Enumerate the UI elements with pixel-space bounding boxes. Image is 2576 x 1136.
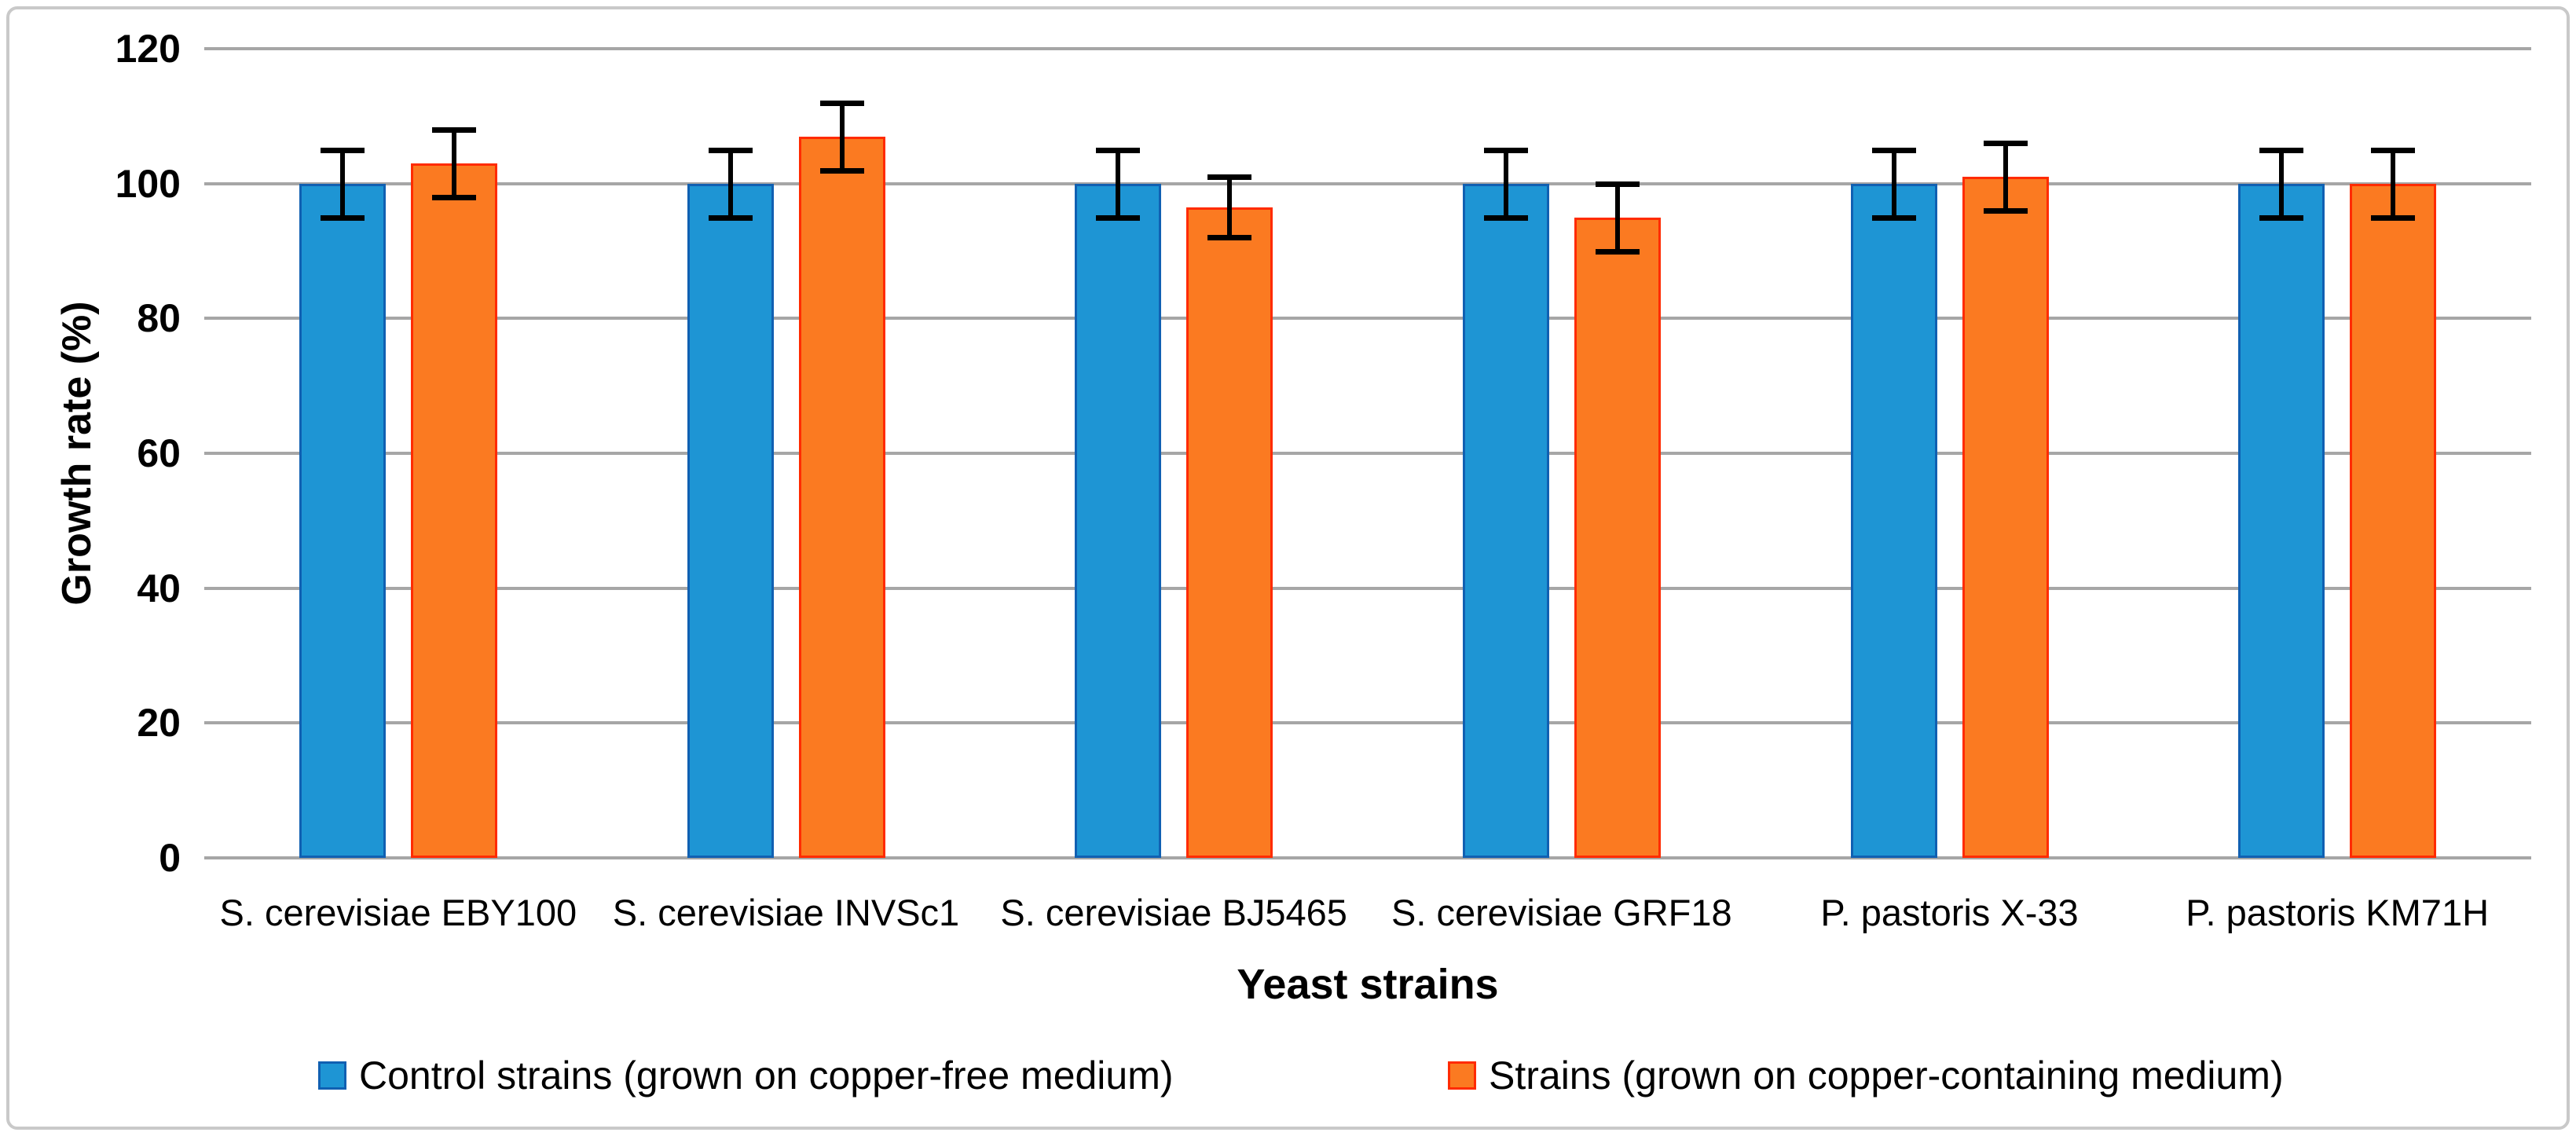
y-tick-label: 0 [159,836,181,880]
error-bar [1614,183,1620,251]
error-bar-cap [320,214,365,221]
error-bar-cap [1483,147,1528,153]
bar-control [1075,183,1162,858]
x-tick-label: S. cerevisiae EBY100 [219,892,577,933]
x-tick-label: P. pastoris X-33 [1820,892,2079,933]
bar-copper [798,136,885,858]
error-bar-cap [819,100,864,106]
bar-copper [1962,177,2049,858]
error-bar [451,130,456,197]
x-axis-title: Yeast strains [1237,961,1499,1008]
error-bar-cap [1871,147,1916,153]
error-bar-cap [1207,174,1252,181]
error-bar-cap [1871,214,1916,221]
x-tick-label: P. pastoris KM71H [2186,892,2490,933]
y-tick-label: 40 [137,566,181,610]
bar-copper [410,163,497,858]
legend-item-control: Control strains (grown on copper-free me… [318,1053,1174,1098]
bar-control [2238,183,2325,858]
bar-control [1462,183,1549,858]
x-tick-label: S. cerevisiae INVSc1 [612,892,960,933]
error-bar-cap [2371,147,2416,153]
y-tick-label: 120 [115,27,181,71]
y-tick-label: 100 [115,161,181,206]
error-bar-cap [1595,181,1640,187]
error-bar [839,102,845,170]
gridline [204,452,2531,455]
error-bar [339,149,345,218]
error-bar-cap [819,167,864,174]
legend-swatch [318,1061,346,1090]
error-bar-cap [1483,214,1528,221]
bar-copper [1574,217,1661,858]
gridline [204,47,2531,50]
error-bar-cap [431,194,476,200]
error-bar-cap [1595,248,1640,255]
error-bar [2279,149,2285,218]
bar-control [1850,183,1937,858]
error-bar-cap [1096,147,1141,153]
gridline [204,181,2531,185]
y-tick-label: 60 [137,431,181,475]
gridline [204,586,2531,590]
gridline [204,856,2531,859]
bar-control [687,183,774,858]
error-bar-cap [2371,214,2416,221]
error-bar [1503,149,1508,218]
error-bar-cap [2259,214,2304,221]
error-bar [2391,149,2396,218]
bar-control [299,183,386,858]
error-bar [1227,177,1233,238]
y-tick-label: 80 [137,296,181,341]
error-bar-cap [1096,214,1141,221]
error-bar [1116,149,1121,218]
y-tick-label: 20 [137,701,181,746]
y-axis-ticks: 0 20 40 60 80 100 120 [0,29,181,878]
error-bar-cap [320,147,365,153]
gridline [204,317,2531,321]
error-bar [1891,149,1896,218]
error-bar-cap [431,127,476,133]
x-tick-label: S. cerevisiae GRF18 [1391,892,1732,933]
gridline [204,721,2531,725]
plot-area: S. cerevisiae EBY100 S. cerevisiae INVSc1… [204,47,2531,933]
error-bar [2003,143,2008,211]
legend-label: Control strains (grown on copper-free me… [359,1054,1174,1098]
error-bar-cap [708,214,753,221]
error-bar-cap [1983,208,2028,214]
error-bar-cap [2259,147,2304,153]
error-bar-cap [1983,141,2028,147]
legend-swatch [1448,1061,1476,1090]
x-tick-label: S. cerevisiae BJ5465 [1000,892,1347,933]
error-bar-cap [1207,235,1252,241]
legend-item-treated: Strains (grown on copper-containing medi… [1448,1053,2284,1098]
bar-copper [1186,207,1273,858]
bar-copper [2350,183,2437,858]
legend-label: Strains (grown on copper-containing medi… [1489,1054,2284,1098]
error-bar [727,149,733,218]
error-bar-cap [708,147,753,153]
